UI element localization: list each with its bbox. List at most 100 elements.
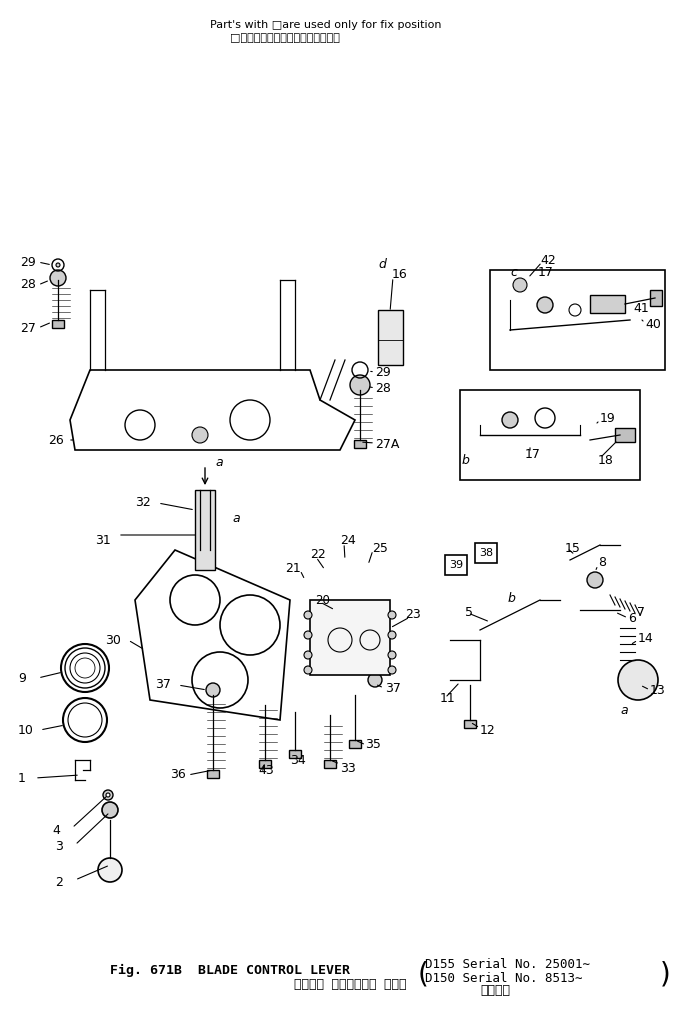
Text: 29: 29 <box>375 365 391 378</box>
Text: b: b <box>508 591 516 604</box>
Circle shape <box>618 660 658 700</box>
Text: 26: 26 <box>48 434 64 447</box>
Bar <box>445 555 467 575</box>
Text: Part's with □are used only for fix position: Part's with □are used only for fix posit… <box>210 20 442 30</box>
Bar <box>460 390 640 480</box>
Bar <box>52 320 64 328</box>
Text: 27: 27 <box>20 322 36 335</box>
Bar <box>615 428 635 442</box>
Circle shape <box>388 611 396 619</box>
Text: 10: 10 <box>18 723 34 737</box>
Circle shape <box>206 683 220 697</box>
Text: 12: 12 <box>480 723 496 737</box>
Text: 6: 6 <box>628 611 636 625</box>
Text: 29: 29 <box>20 255 36 268</box>
Text: 42: 42 <box>540 253 556 266</box>
Text: 15: 15 <box>565 542 581 555</box>
Text: 38: 38 <box>479 548 493 558</box>
Circle shape <box>502 412 518 428</box>
Bar <box>259 760 271 768</box>
Text: 18: 18 <box>598 453 614 466</box>
Circle shape <box>304 666 312 674</box>
Text: 28: 28 <box>20 278 36 292</box>
Text: D155 Serial No. 25001∼: D155 Serial No. 25001∼ <box>425 958 590 971</box>
Bar <box>289 750 301 758</box>
Circle shape <box>56 263 60 267</box>
Bar <box>349 740 361 748</box>
Text: ブレード コントロール レバー: ブレード コントロール レバー <box>294 979 406 992</box>
Text: 41: 41 <box>633 302 649 315</box>
Text: 28: 28 <box>375 381 391 395</box>
Text: b: b <box>462 453 470 466</box>
Text: 33: 33 <box>340 762 356 775</box>
Text: 7: 7 <box>637 605 645 619</box>
Circle shape <box>513 278 527 292</box>
Text: a: a <box>232 512 239 525</box>
Bar <box>324 760 336 768</box>
Text: a: a <box>215 455 223 468</box>
Text: 適用号機: 適用号機 <box>480 984 510 997</box>
Text: 17: 17 <box>525 448 541 461</box>
Circle shape <box>388 651 396 659</box>
Bar <box>475 543 497 563</box>
Circle shape <box>103 790 113 800</box>
Text: 20: 20 <box>315 593 330 606</box>
Bar <box>490 270 665 370</box>
Bar <box>590 295 625 313</box>
Circle shape <box>368 673 382 687</box>
Text: 17: 17 <box>538 266 554 279</box>
Text: 24: 24 <box>340 534 356 547</box>
Circle shape <box>537 297 553 313</box>
Circle shape <box>304 651 312 659</box>
Circle shape <box>50 270 66 286</box>
Bar <box>650 290 662 306</box>
Text: 37: 37 <box>155 678 171 691</box>
Text: 34: 34 <box>290 754 306 767</box>
Circle shape <box>388 631 396 639</box>
Circle shape <box>98 858 122 882</box>
Text: 43: 43 <box>258 764 274 777</box>
Text: ): ) <box>660 961 671 989</box>
Text: d: d <box>378 258 386 271</box>
Bar <box>464 720 476 728</box>
Bar <box>378 310 403 365</box>
Circle shape <box>304 631 312 639</box>
Text: 13: 13 <box>650 683 666 696</box>
Text: 40: 40 <box>645 319 661 332</box>
Polygon shape <box>135 550 290 720</box>
Text: (: ( <box>418 961 428 989</box>
Text: 36: 36 <box>170 769 186 782</box>
Circle shape <box>350 375 370 395</box>
Text: 19: 19 <box>600 412 616 425</box>
Bar <box>207 770 219 778</box>
Text: 14: 14 <box>638 632 654 645</box>
Text: 1: 1 <box>18 772 26 785</box>
Text: 37: 37 <box>385 681 401 694</box>
Text: 35: 35 <box>365 739 381 752</box>
Text: 25: 25 <box>372 542 388 555</box>
Text: 8: 8 <box>598 557 606 569</box>
Text: a: a <box>620 703 628 716</box>
Text: D150 Serial No. 8513∼: D150 Serial No. 8513∼ <box>425 972 582 985</box>
Text: 27A: 27A <box>375 439 400 451</box>
Text: 22: 22 <box>310 549 326 561</box>
Circle shape <box>106 793 110 797</box>
Text: 2: 2 <box>55 876 63 889</box>
Text: □印品物は位置決め用で使いません: □印品物は位置決め用で使いません <box>230 33 340 43</box>
Text: 31: 31 <box>95 534 111 547</box>
Circle shape <box>192 427 208 443</box>
Circle shape <box>102 802 118 818</box>
Text: 5: 5 <box>465 606 473 620</box>
Text: Fig. 671B  BLADE CONTROL LEVER: Fig. 671B BLADE CONTROL LEVER <box>110 964 350 977</box>
Bar <box>354 440 366 448</box>
Text: c: c <box>510 266 517 279</box>
Text: 30: 30 <box>105 634 121 647</box>
Circle shape <box>587 572 603 588</box>
Text: 16: 16 <box>392 268 407 282</box>
Circle shape <box>388 666 396 674</box>
Text: 32: 32 <box>135 496 150 510</box>
Text: 23: 23 <box>405 608 421 622</box>
Text: 4: 4 <box>52 823 60 836</box>
Text: 39: 39 <box>449 560 463 570</box>
Text: 21: 21 <box>285 561 301 574</box>
